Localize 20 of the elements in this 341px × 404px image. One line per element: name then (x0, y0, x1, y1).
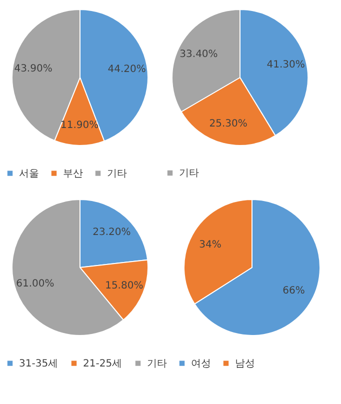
legend-label: 서울 (19, 168, 39, 180)
data-label: 41.30% (266, 60, 305, 71)
data-label: 11.90% (60, 120, 99, 132)
legend-label: 여성 (191, 358, 211, 370)
data-label: 25.30% (209, 118, 248, 130)
legend-label: 남성 (235, 358, 255, 370)
data-label: 66% (282, 285, 305, 296)
data-label: 15.80% (105, 280, 144, 292)
data-label: 43.90% (14, 63, 52, 74)
legend-label: 21-25세 (83, 358, 122, 370)
legend-label: 기타 (147, 358, 167, 370)
legend-label: 부산 (63, 168, 83, 180)
data-label: 34% (199, 240, 222, 251)
data-label: 61.00% (16, 278, 54, 290)
legend-label: 기타 (107, 168, 127, 180)
data-label: 33.40% (180, 48, 218, 60)
data-label: 44.20% (108, 64, 146, 75)
legend-label: 기타 (179, 168, 199, 179)
data-label: 23.20% (92, 226, 131, 238)
legend-label: 31-35세 (19, 358, 58, 370)
